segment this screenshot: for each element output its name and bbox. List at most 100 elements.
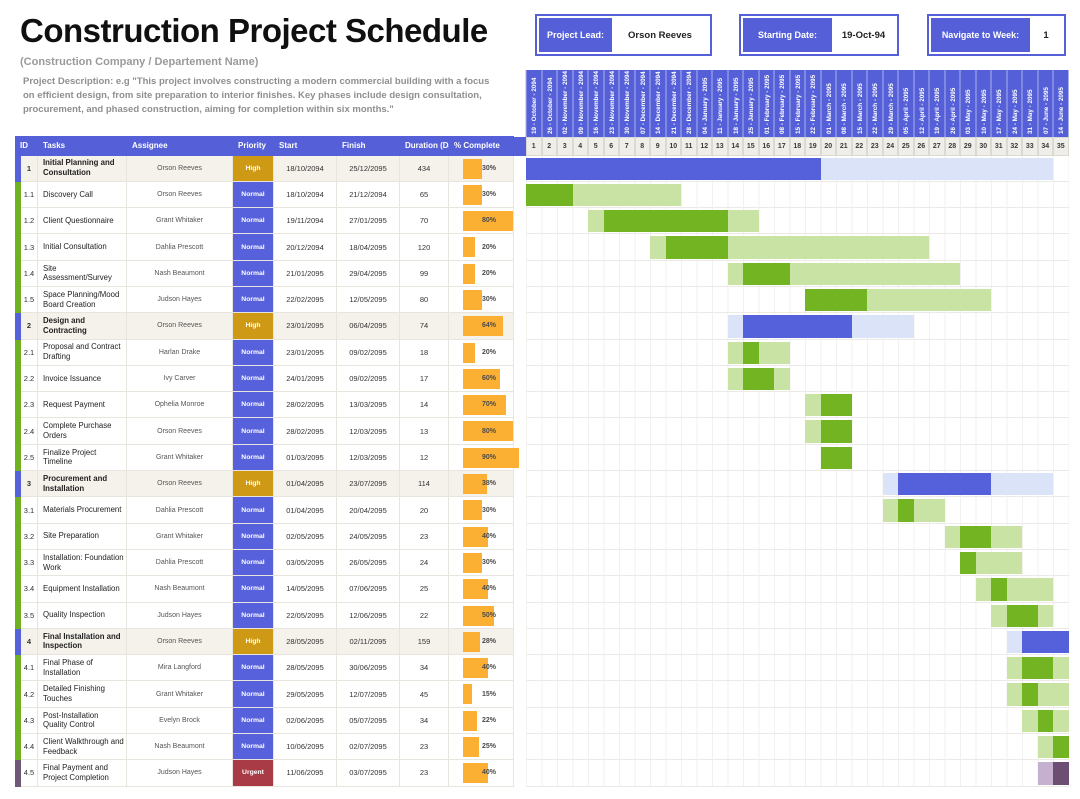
starting-date-value[interactable]: 19-Oct-94 (832, 18, 895, 52)
cell-id[interactable]: 3 (21, 471, 38, 498)
cell-task[interactable]: Post-Installation Quality Control (38, 707, 127, 735)
cell-id[interactable]: 1.1 (21, 181, 38, 209)
column-header-tasks[interactable]: Tasks (43, 141, 66, 151)
cell-pct-complete[interactable]: 25% (449, 734, 514, 761)
cell-id[interactable]: 4.5 (21, 760, 38, 787)
cell-priority[interactable]: High (233, 313, 274, 340)
cell-start[interactable]: 02/05/2095 (274, 523, 337, 550)
cell-task[interactable]: Procurement and Installation (38, 471, 127, 498)
cell-finish[interactable]: 23/07/2095 (337, 471, 400, 498)
column-header-assignee[interactable]: Assignee (132, 141, 168, 151)
cell-priority[interactable]: Normal (233, 549, 274, 577)
cell-duration[interactable]: 45 (400, 681, 449, 708)
cell-start[interactable]: 01/04/2095 (274, 471, 337, 498)
cell-assignee[interactable]: Orson Reeves (127, 313, 233, 340)
cell-start[interactable]: 19/11/2094 (274, 208, 337, 235)
cell-assignee[interactable]: Nash Beaumont (127, 734, 233, 761)
cell-priority[interactable]: Normal (233, 734, 274, 761)
cell-id[interactable]: 4.1 (21, 655, 38, 682)
cell-assignee[interactable]: Ivy Carver (127, 365, 233, 393)
cell-id[interactable]: 3.3 (21, 549, 38, 577)
cell-start[interactable]: 18/10/2094 (274, 181, 337, 209)
cell-task[interactable]: Complete Purchase Orders (38, 418, 127, 445)
cell-id[interactable]: 1.4 (21, 260, 38, 287)
cell-pct-complete[interactable]: 80% (449, 418, 514, 445)
cell-finish[interactable]: 05/07/2095 (337, 707, 400, 735)
cell-finish[interactable]: 12/05/2095 (337, 286, 400, 314)
cell-priority[interactable]: Normal (233, 576, 274, 603)
cell-start[interactable]: 11/06/2095 (274, 760, 337, 787)
cell-finish[interactable]: 02/07/2095 (337, 734, 400, 761)
cell-duration[interactable]: 159 (400, 628, 449, 656)
cell-id[interactable]: 4.4 (21, 734, 38, 761)
cell-id[interactable]: 3.2 (21, 523, 38, 550)
cell-duration[interactable]: 12 (400, 444, 449, 472)
cell-start[interactable]: 14/05/2095 (274, 576, 337, 603)
cell-task[interactable]: Final Phase of Installation (38, 655, 127, 682)
cell-assignee[interactable]: Ophelia Monroe (127, 392, 233, 419)
cell-priority[interactable]: Normal (233, 681, 274, 708)
cell-assignee[interactable]: Harlan Drake (127, 339, 233, 366)
cell-priority[interactable]: Normal (233, 208, 274, 235)
cell-assignee[interactable]: Dahlia Prescott (127, 497, 233, 524)
cell-priority[interactable]: Normal (233, 497, 274, 524)
cell-priority[interactable]: Normal (233, 392, 274, 419)
cell-duration[interactable]: 99 (400, 260, 449, 287)
cell-pct-complete[interactable]: 15% (449, 681, 514, 708)
cell-priority[interactable]: Urgent (233, 760, 274, 787)
cell-assignee[interactable]: Grant Whitaker (127, 208, 233, 235)
cell-task[interactable]: Site Preparation (38, 523, 127, 550)
cell-pct-complete[interactable]: 20% (449, 260, 514, 287)
cell-assignee[interactable]: Orson Reeves (127, 418, 233, 445)
cell-finish[interactable]: 12/03/2095 (337, 444, 400, 472)
cell-id[interactable]: 3.4 (21, 576, 38, 603)
cell-start[interactable]: 21/01/2095 (274, 260, 337, 287)
cell-finish[interactable]: 09/02/2095 (337, 365, 400, 393)
column-header-id[interactable]: ID (20, 141, 28, 151)
cell-id[interactable]: 1.2 (21, 208, 38, 235)
cell-pct-complete[interactable]: 60% (449, 365, 514, 393)
cell-finish[interactable]: 07/06/2095 (337, 576, 400, 603)
cell-task[interactable]: Initial Consultation (38, 234, 127, 261)
cell-assignee[interactable]: Grant Whitaker (127, 444, 233, 472)
cell-finish[interactable]: 21/12/2094 (337, 181, 400, 209)
cell-finish[interactable]: 12/06/2095 (337, 602, 400, 629)
column-header-pct[interactable]: % Complete (454, 141, 500, 151)
cell-task[interactable]: Site Assessment/Survey (38, 260, 127, 287)
cell-assignee[interactable]: Orson Reeves (127, 181, 233, 209)
cell-task[interactable]: Final Installation and Inspection (38, 628, 127, 656)
cell-id[interactable]: 3.5 (21, 602, 38, 629)
cell-duration[interactable]: 23 (400, 734, 449, 761)
cell-pct-complete[interactable]: 30% (449, 286, 514, 314)
cell-duration[interactable]: 20 (400, 497, 449, 524)
cell-start[interactable]: 22/05/2095 (274, 602, 337, 629)
cell-start[interactable]: 01/03/2095 (274, 444, 337, 472)
cell-task[interactable]: Client Questionnaire (38, 208, 127, 235)
cell-start[interactable]: 20/12/2094 (274, 234, 337, 261)
cell-duration[interactable]: 34 (400, 655, 449, 682)
cell-pct-complete[interactable]: 80% (449, 208, 514, 235)
cell-priority[interactable]: Normal (233, 181, 274, 209)
cell-duration[interactable]: 120 (400, 234, 449, 261)
cell-start[interactable]: 29/05/2095 (274, 681, 337, 708)
cell-priority[interactable]: Normal (233, 655, 274, 682)
cell-task[interactable]: Initial Planning and Consultation (38, 155, 127, 182)
cell-pct-complete[interactable]: 20% (449, 339, 514, 366)
cell-id[interactable]: 2.5 (21, 444, 38, 472)
cell-duration[interactable]: 22 (400, 602, 449, 629)
cell-assignee[interactable]: Orson Reeves (127, 155, 233, 182)
cell-task[interactable]: Quality Inspection (38, 602, 127, 629)
cell-id[interactable]: 1.5 (21, 286, 38, 314)
cell-finish[interactable]: 06/04/2095 (337, 313, 400, 340)
cell-start[interactable]: 03/05/2095 (274, 549, 337, 577)
cell-pct-complete[interactable]: 22% (449, 707, 514, 735)
cell-pct-complete[interactable]: 90% (449, 444, 519, 472)
cell-assignee[interactable]: Grant Whitaker (127, 681, 233, 708)
cell-priority[interactable]: Normal (233, 365, 274, 393)
cell-assignee[interactable]: Nash Beaumont (127, 260, 233, 287)
cell-start[interactable]: 24/01/2095 (274, 365, 337, 393)
cell-start[interactable]: 28/02/2095 (274, 418, 337, 445)
cell-finish[interactable]: 26/05/2095 (337, 549, 400, 577)
cell-task[interactable]: Discovery Call (38, 181, 127, 209)
cell-assignee[interactable]: Judson Hayes (127, 286, 233, 314)
